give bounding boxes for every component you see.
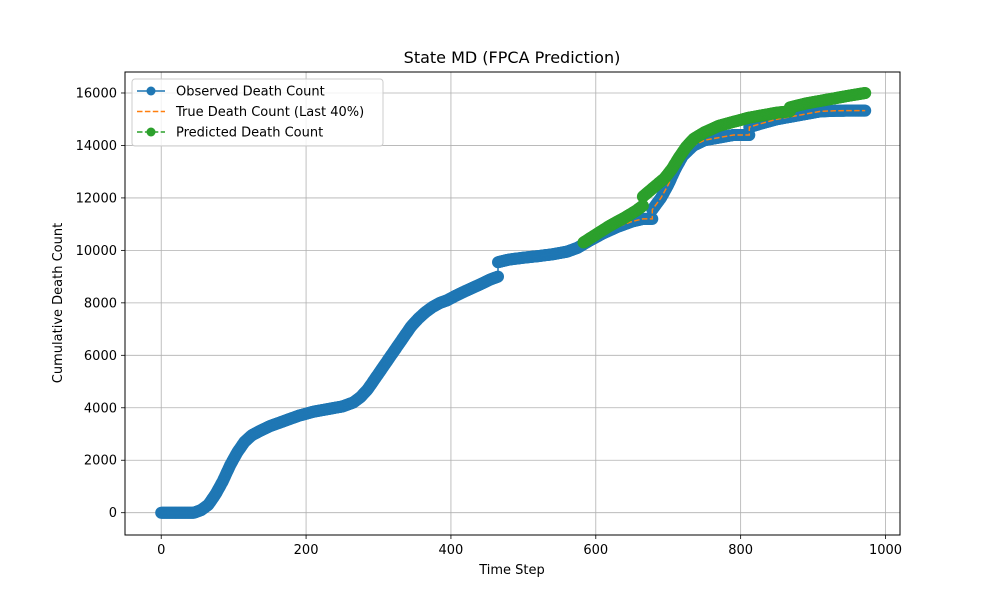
y-tick-label: 10000 xyxy=(76,244,117,259)
y-tick-label: 12000 xyxy=(76,191,117,206)
chart-title: State MD (FPCA Prediction) xyxy=(404,48,621,67)
y-tick-label: 6000 xyxy=(84,349,117,364)
x-tick-label: 0 xyxy=(157,543,165,558)
y-tick-label: 14000 xyxy=(76,139,117,154)
series-line xyxy=(583,92,866,244)
y-tick-label: 2000 xyxy=(84,454,117,469)
series-2 xyxy=(583,109,866,244)
x-tick-label: 1000 xyxy=(869,543,902,558)
legend-entry-3: Predicted Death Count xyxy=(137,126,323,141)
legend-entry-2: True Death Count (Last 40%) xyxy=(137,105,364,120)
x-tick-label: 800 xyxy=(728,543,753,558)
legend-marker xyxy=(146,127,156,137)
series-3 xyxy=(577,87,872,249)
series-line xyxy=(583,109,866,244)
legend-marker xyxy=(146,86,156,96)
x-tick-label: 400 xyxy=(439,543,464,558)
legend-label: True Death Count (Last 40%) xyxy=(175,105,364,120)
legend-label: Observed Death Count xyxy=(176,85,325,100)
y-tick-label: 8000 xyxy=(84,296,117,311)
y-tick-label: 4000 xyxy=(84,401,117,416)
y-tick-label: 0 xyxy=(109,506,117,521)
legend-box xyxy=(131,78,384,147)
legend-entry-1: Observed Death Count xyxy=(137,85,325,100)
data-point xyxy=(859,87,872,99)
legend-label: Predicted Death Count xyxy=(176,126,323,141)
legend: Observed Death Count True Death Count (La… xyxy=(131,78,384,147)
x-tick-label: 200 xyxy=(294,543,319,558)
x-tick-label: 600 xyxy=(583,543,608,558)
x-axis-label: Time Step xyxy=(478,563,545,578)
y-tick-label: 16000 xyxy=(76,86,117,101)
series-layer xyxy=(155,87,872,519)
ticks: 0 200 400 600 800 100002000400060008000100001… xyxy=(76,86,902,558)
plot-frame xyxy=(124,71,901,536)
grid xyxy=(125,72,900,535)
y-axis-label: Cumulative Death Count xyxy=(51,223,66,383)
